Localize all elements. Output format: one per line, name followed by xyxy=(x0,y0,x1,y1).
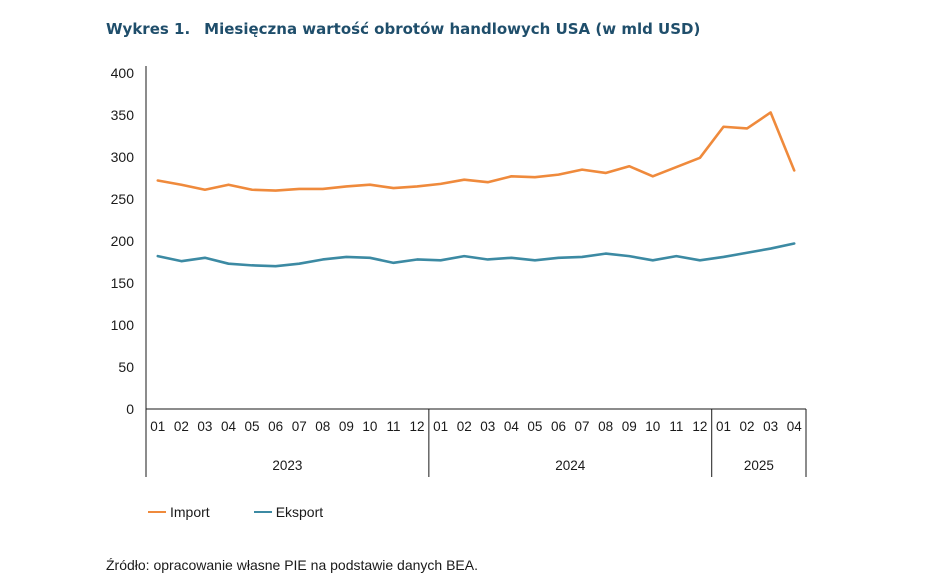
x-tick-label: 02 xyxy=(740,419,755,434)
x-axis-ticks: 01 02 03 04 05 06 07 08 09 10 11 12 01 02 03 04 05 06 07 08… xyxy=(150,419,802,434)
x-tick-label: 11 xyxy=(669,419,683,434)
series-lines xyxy=(156,111,796,268)
x-tick-label: 01 xyxy=(716,419,731,434)
x-tick-label: 02 xyxy=(174,419,189,434)
x-tick-label: 12 xyxy=(410,419,425,434)
legend-label-import: Import xyxy=(170,504,210,520)
y-tick-label: 100 xyxy=(111,317,135,333)
x-axis-years: 2023 2024 2025 xyxy=(272,458,773,473)
legend-item-import: Import xyxy=(148,504,210,520)
year-label: 2024 xyxy=(555,458,586,473)
x-tick-label: 03 xyxy=(763,419,778,434)
x-tick-label: 07 xyxy=(575,419,590,434)
x-tick-label: 05 xyxy=(527,419,542,434)
chart-number: Wykres 1. xyxy=(106,20,191,38)
x-tick-label: 03 xyxy=(480,419,495,434)
x-tick-label: 04 xyxy=(787,419,803,434)
x-tick-label: 12 xyxy=(692,419,707,434)
legend: Import Eksport xyxy=(148,504,367,520)
legend-swatch-import xyxy=(148,510,166,514)
x-tick-label: 01 xyxy=(433,419,448,434)
x-tick-label: 08 xyxy=(315,419,330,434)
y-tick-label: 250 xyxy=(111,191,135,207)
legend-swatch-export xyxy=(253,510,272,514)
year-label: 2023 xyxy=(272,458,302,473)
x-tick-label: 10 xyxy=(645,419,660,434)
x-tick-label: 09 xyxy=(339,419,354,434)
x-tick-label: 07 xyxy=(292,419,307,434)
legend-item-export: Eksport xyxy=(253,504,324,520)
x-tick-label: 06 xyxy=(551,419,566,434)
x-tick-label: 05 xyxy=(245,419,260,434)
y-tick-label: 350 xyxy=(111,107,135,123)
y-tick-label: 50 xyxy=(118,359,134,375)
y-axis-ticks: 0 50 100 150 200 250 300 350 400 xyxy=(111,65,135,417)
y-tick-label: 300 xyxy=(111,149,135,165)
x-tick-label: 04 xyxy=(221,419,237,434)
series-line-export xyxy=(156,242,796,268)
year-label: 2025 xyxy=(744,458,774,473)
x-tick-label: 09 xyxy=(622,419,637,434)
x-tick-label: 08 xyxy=(598,419,613,434)
chart-title-text: Miesięczna wartość obrotów handlowych US… xyxy=(204,20,701,38)
series-line-import xyxy=(156,111,796,192)
x-tick-label: 02 xyxy=(457,419,472,434)
legend-label-export: Eksport xyxy=(275,504,324,520)
x-tick-label: 01 xyxy=(150,419,165,434)
axes xyxy=(145,66,807,477)
x-tick-label: 04 xyxy=(504,419,520,434)
x-tick-label: 03 xyxy=(197,419,212,434)
x-tick-label: 10 xyxy=(362,419,377,434)
x-tick-label: 11 xyxy=(386,419,400,434)
source-note: Źródło: opracowanie własne PIE na podsta… xyxy=(106,557,478,573)
y-tick-label: 400 xyxy=(111,65,135,81)
x-tick-label: 06 xyxy=(268,419,283,434)
y-tick-label: 150 xyxy=(111,275,135,291)
y-tick-label: 200 xyxy=(111,233,135,249)
y-tick-label: 0 xyxy=(126,401,134,417)
chart-title: Wykres 1. Miesięczna wartość obrotów hand… xyxy=(106,20,700,38)
